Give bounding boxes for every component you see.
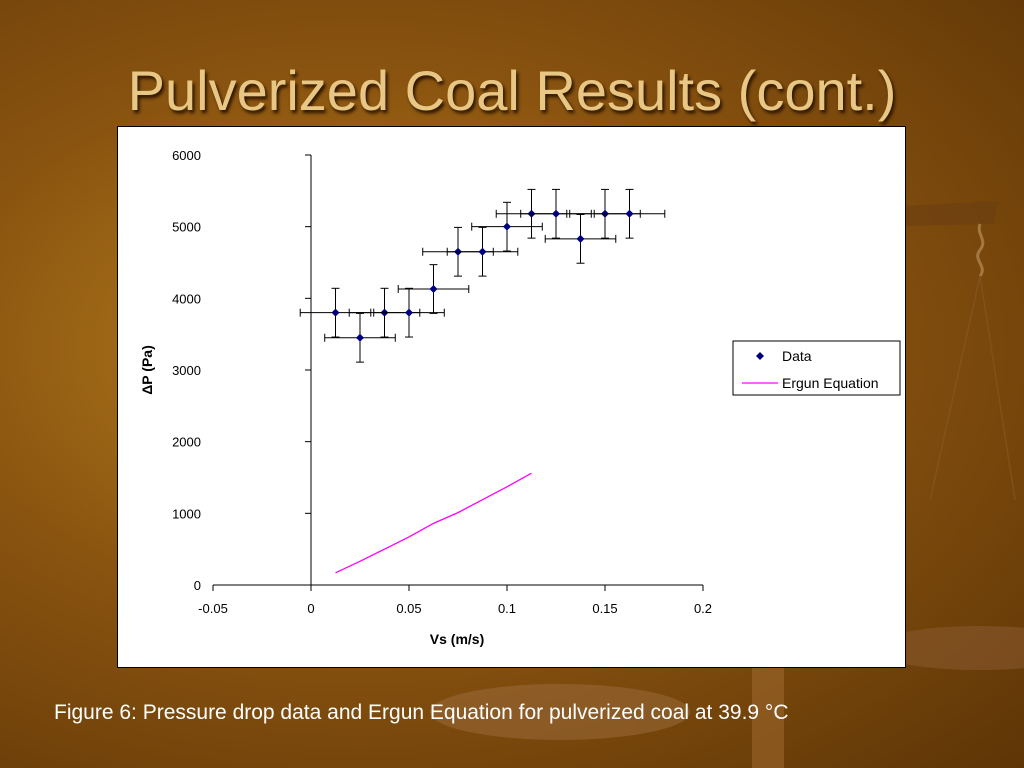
data-point [478,247,487,256]
figure-caption: Figure 6: Pressure drop data and Ergun E… [54,701,789,724]
pressure-drop-chart: -0.05 0 0.05 0.1 0.15 0.2 0 1000 2000 3000 4000 500… [139,148,901,647]
y-tick-label: 4000 [172,291,201,306]
legend-box [732,340,901,396]
data-point [552,209,560,218]
ergun-line [335,472,532,574]
data-point [625,209,634,218]
legend: Data Ergun Equation [732,340,901,396]
data-point [576,234,585,243]
y-tick-label: 3000 [172,363,201,378]
x-tick-label: 0.15 [592,601,617,616]
y-axis-label: ΔP (Pa) [139,345,155,395]
y-tick-label: 5000 [172,220,201,235]
axes: -0.05 0 0.05 0.1 0.15 0.2 0 1000 2000 3000 4000 500… [172,148,712,616]
x-axis-label: Vs (m/s) [430,631,484,647]
legend-data-marker [756,352,764,360]
y-tick-label: 6000 [172,148,201,163]
x-tick-label: 0.1 [498,601,516,616]
data-point [405,308,413,317]
x-tick-label: 0 [307,601,314,616]
legend-data-label: Data [782,348,812,364]
x-tick-label: 0.05 [396,601,421,616]
y-tick-label: 1000 [172,506,201,521]
data-point [331,308,340,317]
data-series [299,188,666,363]
y-tick-label: 0 [194,578,201,593]
data-point [356,333,364,342]
ergun-series [335,472,532,574]
data-point [503,222,511,231]
data-point [429,285,438,294]
y-tick-label: 2000 [172,435,201,450]
chart-panel: -0.05 0 0.05 0.1 0.15 0.2 0 1000 2000 3000 4000 500… [117,126,906,668]
legend-ergun-label: Ergun Equation [782,375,879,391]
x-tick-label: -0.05 [198,601,228,616]
slide-title: Pulverized Coal Results (cont.) [127,59,897,122]
x-tick-label: 0.2 [694,601,712,616]
